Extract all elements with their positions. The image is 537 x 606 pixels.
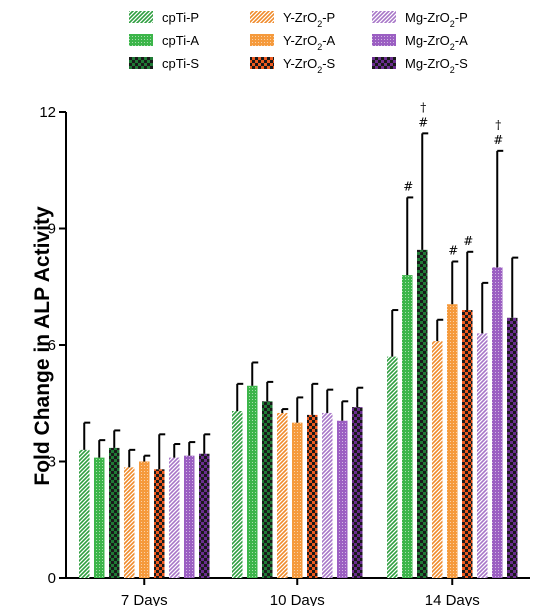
legend-label: cpTi-S: [162, 56, 199, 71]
legend-label: Mg-ZrO2-A: [405, 33, 468, 52]
legend-swatch: [129, 34, 153, 46]
y-tick-label: 0: [48, 570, 56, 587]
bar: [447, 304, 458, 578]
bar: [199, 453, 210, 578]
y-axis-title: Fold Change in ALP Activity: [31, 206, 54, 486]
legend-swatch: [372, 57, 396, 69]
legend-swatch: [250, 34, 274, 46]
x-tick-label: 7 Days: [121, 592, 168, 606]
significance-marks: ##†###†: [403, 100, 503, 257]
bar: [247, 385, 258, 578]
bar: [292, 422, 303, 578]
bar: [307, 414, 318, 578]
bar: [322, 412, 333, 578]
bar: [387, 356, 398, 578]
significance-mark: †: [495, 118, 501, 132]
y-tick-label: 12: [39, 104, 56, 121]
significance-mark: #: [493, 133, 503, 147]
bars: [79, 249, 518, 578]
bar: [79, 449, 90, 578]
bar: [432, 341, 443, 578]
bar: [402, 275, 413, 578]
bar: [94, 457, 105, 578]
legend-label: cpTi-P: [162, 10, 199, 25]
bar: [109, 447, 120, 578]
bar: [154, 469, 165, 578]
bar: [352, 407, 363, 578]
legend-swatch: [372, 11, 396, 23]
significance-mark: #: [463, 234, 473, 248]
x-tick-label: 10 Days: [270, 592, 325, 606]
legend-swatch: [250, 57, 274, 69]
legend-label: Y-ZrO2-P: [283, 10, 335, 29]
bar: [124, 467, 135, 578]
legend-label: cpTi-A: [162, 33, 199, 48]
y-tick-label: 9: [48, 221, 56, 238]
legend-label: Y-ZrO2-S: [283, 56, 336, 75]
legend-label: Mg-ZrO2-S: [405, 56, 468, 75]
significance-mark: #: [403, 179, 413, 193]
legend-label: Mg-ZrO2-P: [405, 10, 468, 29]
legend: cpTi-P cpTi-A cpTi-S Y-ZrO2-P Y-ZrO2-A Y-ZrO2…: [129, 10, 468, 75]
bar: [417, 249, 428, 578]
bar: [139, 461, 150, 578]
bar: [262, 401, 273, 578]
significance-mark: #: [448, 244, 458, 258]
y-tick-label: 3: [48, 454, 56, 471]
x-tick-label: 14 Days: [425, 592, 480, 606]
legend-swatch: [129, 57, 153, 69]
legend-swatch: [372, 34, 396, 46]
bar: [507, 317, 518, 578]
bar: [169, 457, 180, 578]
bar: [337, 420, 348, 578]
bar: [477, 333, 488, 578]
error-bars: [83, 132, 519, 470]
bar: [277, 412, 288, 578]
bar: [232, 411, 243, 578]
legend-swatch: [250, 11, 274, 23]
bar: [492, 267, 503, 578]
legend-label: Y-ZrO2-A: [283, 33, 336, 52]
legend-swatch: [129, 11, 153, 23]
bar: [462, 310, 473, 578]
y-tick-label: 6: [48, 337, 56, 354]
significance-mark: †: [420, 100, 426, 114]
bar: [184, 455, 195, 578]
significance-mark: #: [418, 115, 428, 129]
